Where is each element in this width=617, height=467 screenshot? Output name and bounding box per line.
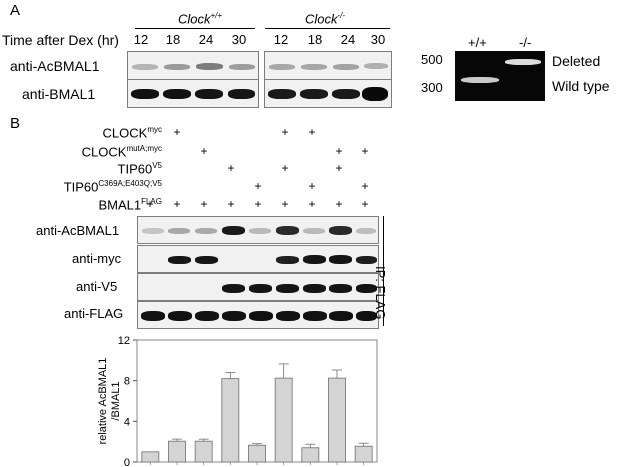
condition-bmal1-flag-label: BMAL1FLAG [98,197,162,212]
plus-mark: + [173,197,181,211]
condition-bmal1-flag-sup: FLAG [141,197,162,206]
panel-b-letter: B [10,115,21,132]
genotype-wt-name: Clock [177,11,211,27]
plus-mark: + [308,179,316,193]
plus-mark: + [308,197,316,211]
plus-mark: + [200,197,208,211]
gel-deleted-label: Deleted [552,53,601,69]
blot-a-bmal1-ko [264,79,392,108]
time-lane-1: 12 [133,32,149,47]
condition-tip60-mut-sup: C369A;E403Q;V5 [98,179,162,188]
plus-mark: + [200,144,208,158]
bar [274,377,293,463]
bar [301,447,320,463]
blot-b-v5 [137,273,379,301]
genotype-ko-sup: -/- [337,11,346,20]
plus-mark: + [173,125,181,139]
condition-bmal1-flag-name: BMAL1 [98,197,142,213]
plus-mark: + [254,197,262,211]
condition-tip60-v5-sup: V5 [152,161,162,170]
plus-mark: + [361,144,369,158]
time-lane-5: 12 [273,32,289,47]
time-lane-2: 18 [165,32,181,47]
time-lane-4: 30 [231,32,247,47]
condition-tip60-mut-label: TIP60C369A;E403Q;V5 [64,179,162,194]
gel-wildtype-label: Wild type [552,78,610,94]
blot-a-acbmal1-ko [264,51,392,80]
plus-mark: + [361,197,369,211]
blot-a-bmal1-wt [127,79,259,108]
genotype-ko-line [265,28,390,29]
blot-b-flag [137,301,379,329]
condition-clock-muta-name: CLOCK [81,144,127,160]
plus-mark: + [308,125,316,139]
panel-a-row-acbmal1-label: anti-AcBMAL1 [10,58,100,74]
plus-mark: + [361,179,369,193]
genotype-wt-sup: +/+ [210,11,223,20]
gel-lane-ko-label: -/- [519,35,532,50]
panel-b-row-v5-label: anti-V5 [76,279,118,294]
genotype-wt-label: Clock+/+ [145,11,255,26]
blot-a-acbmal1-wt [127,51,259,80]
y-tick-label: 4 [124,416,130,428]
bar [221,378,240,463]
plus-mark: + [335,161,343,175]
bar [354,445,373,463]
condition-clock-muta-sup: mutA;myc [126,144,162,153]
plus-mark: + [254,179,262,193]
plus-mark: + [146,197,154,211]
condition-tip60-v5-name: TIP60 [117,161,153,177]
condition-tip60-v5-label: TIP60V5 [118,161,162,176]
time-lane-6: 18 [307,32,323,47]
gel-lane-wt-label: +/+ [468,35,487,50]
condition-clock-muta-label: CLOCKmutA;myc [82,144,162,159]
plus-mark: + [281,161,289,175]
ip-bracket-line [383,216,384,326]
condition-clock-myc-label: CLOCKmyc [103,125,162,140]
plus-mark: + [281,125,289,139]
genotype-ko-label: Clock-/- [270,11,380,26]
panel-b-row-myc-label: anti-myc [72,251,122,266]
gel-marker-500: 500 [421,52,443,67]
time-lane-3: 24 [198,32,214,47]
y-tick-label: 8 [124,376,130,388]
plus-mark: + [335,144,343,158]
genotype-ko-name: Clock [304,11,338,27]
time-axis-label: Time after Dex (hr) [2,32,119,48]
y-axis-label-line: relative AcBMAL1 [97,358,109,445]
condition-clock-myc-name: CLOCK [102,125,148,141]
bar [168,440,186,463]
y-axis-label-line: /BMAL1 [110,381,122,420]
genotype-wt-line [135,28,255,29]
condition-clock-myc-sup: myc [147,125,162,134]
panel-b-row-flag-label: anti-FLAG [64,306,124,321]
panel-b-row-acbmal1-label: anti-AcBMAL1 [36,223,120,238]
bar [141,451,160,463]
y-tick-label: 12 [118,335,130,347]
plus-mark: + [227,161,235,175]
plus-mark: + [227,197,235,211]
bar [248,444,266,463]
time-lane-7: 24 [340,32,356,47]
blot-b-myc [137,245,379,273]
gel-marker-300: 300 [421,80,443,95]
bar [194,440,213,463]
y-tick-label: 0 [124,457,130,467]
genotyping-gel [455,51,545,101]
panel-a-row-bmal1-label: anti-BMAL1 [22,86,96,102]
plus-mark: + [335,197,343,211]
plus-mark: + [281,197,289,211]
blot-b-acbmal1 [137,216,379,244]
time-lane-8: 30 [370,32,386,47]
panel-a-letter: A [10,2,21,19]
bar [328,377,346,463]
condition-tip60-mut-name: TIP60 [63,179,99,195]
